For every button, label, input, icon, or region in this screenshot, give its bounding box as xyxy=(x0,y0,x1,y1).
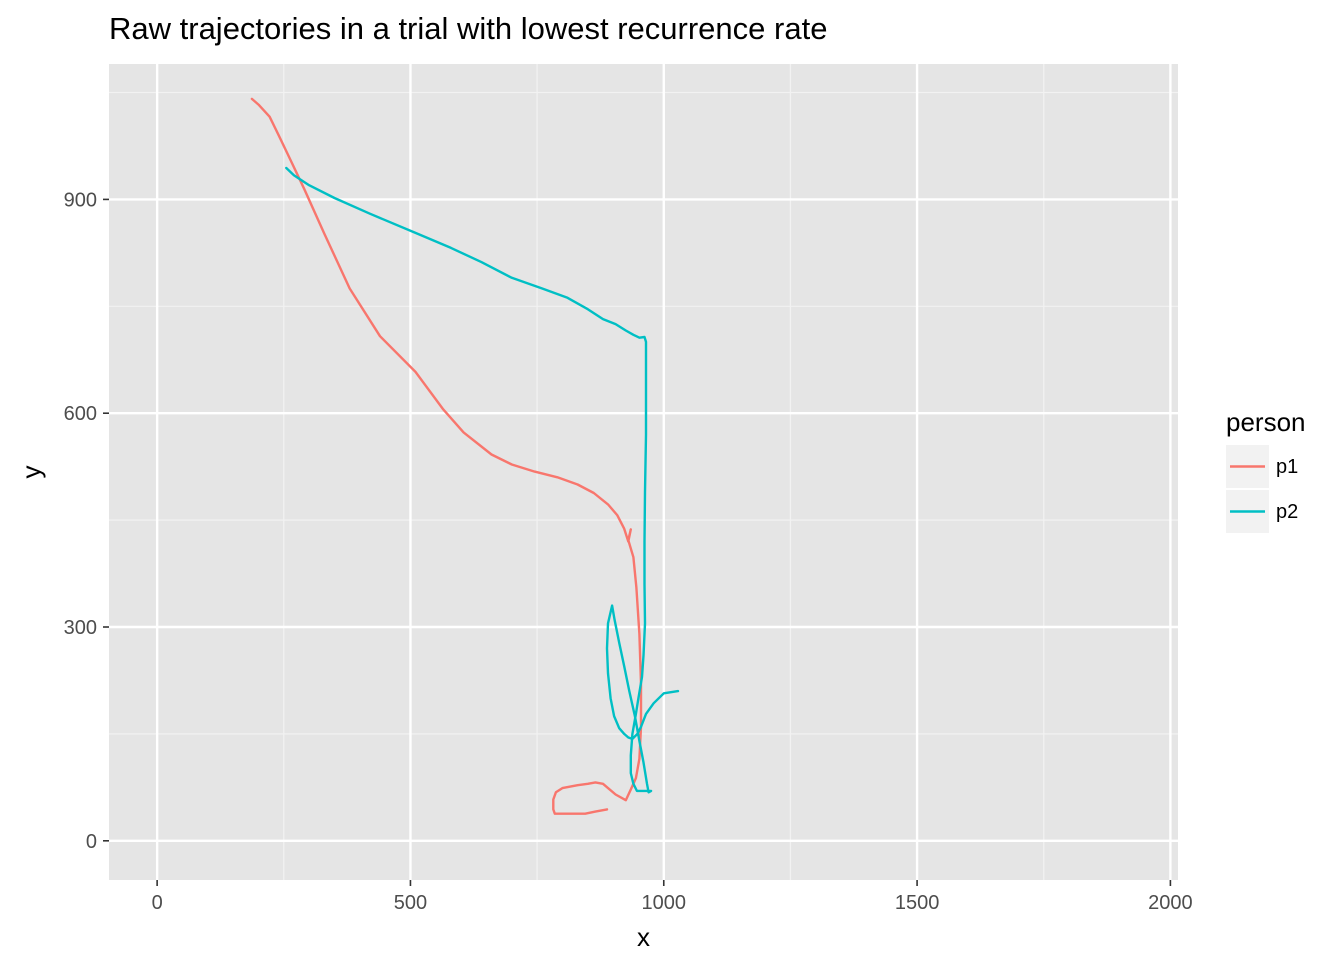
y-tick-label: 300 xyxy=(64,617,97,639)
y-tick-label: 600 xyxy=(64,403,97,425)
legend-label-p2: p2 xyxy=(1276,501,1298,523)
series-layer xyxy=(250,97,680,815)
legend: person p1 p2 xyxy=(1226,407,1306,533)
legend-label-p1: p1 xyxy=(1276,456,1298,478)
x-axis: 0 500 1000 1500 2000 xyxy=(152,880,1193,914)
legend-items: p1 p2 xyxy=(1226,445,1298,533)
y-axis: 0 300 600 900 xyxy=(64,189,109,853)
x-axis-title: x xyxy=(637,922,650,952)
grid-major xyxy=(109,64,1178,880)
y-tick-label: 0 xyxy=(86,831,97,853)
x-tick-label: 1000 xyxy=(642,892,687,914)
legend-title: person xyxy=(1226,407,1306,437)
x-tick-label: 2000 xyxy=(1148,892,1193,914)
y-tick-label: 900 xyxy=(64,189,97,211)
chart-title: Raw trajectories in a trial with lowest … xyxy=(109,11,827,46)
y-axis-title: y xyxy=(16,466,46,479)
x-tick-label: 0 xyxy=(152,892,163,914)
series-line-p2 xyxy=(285,166,680,794)
x-tick-label: 1500 xyxy=(895,892,940,914)
x-tick-label: 500 xyxy=(394,892,427,914)
series-line-p1 xyxy=(250,97,643,815)
